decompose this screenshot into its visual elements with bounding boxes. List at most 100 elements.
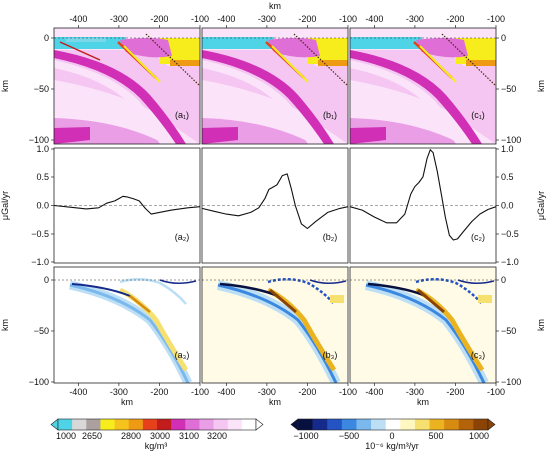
y-tick-label: 0.0 [501,201,514,211]
colorbar-label: −1000 [293,431,318,441]
bottom-tick-label: -400 [69,387,87,397]
colorbar-swatch [157,419,172,430]
top-axis-label: km [269,1,281,11]
colorbar-swatch [458,419,474,430]
surface-lines [54,37,496,281]
bottom-tick-label: -300 [406,387,424,397]
colorbar-swatch [213,419,229,430]
panel-frame-c3 [349,266,497,384]
colorbar-swatch [298,419,313,430]
top-tick-label: -200 [150,14,168,24]
y-axis-label: km [0,319,10,331]
colorbar-swatch [371,419,386,430]
top-tick-label: -300 [406,14,424,24]
top-tick-label: -200 [446,14,464,24]
colorbar-swatch [58,419,73,430]
y-tick-label: −100 [501,135,521,145]
bottom-tick-label: -300 [110,387,128,397]
colorbar-label: 500 [428,431,443,441]
colorbar-swatch [241,419,257,430]
colorbar-swatch [356,419,372,430]
bottom-tick-label: -200 [446,387,464,397]
y-tick-label: 0.5 [36,172,49,182]
gravity-lines [53,149,497,241]
y-axis-label: μGal/yr [0,191,10,220]
colorbar-arrow-low [50,418,59,431]
density-section-a1 [54,28,200,144]
panel-labels: (a₁) (b₁) (c₁) (a₂) (b₂) (c₂) (a₃) (b₃) (c₃) [175,110,485,360]
top-tick-label: -200 [298,14,316,24]
panel-label: (a₁) [175,110,189,120]
rate-colorbar: −1000 −500 0 500 1000 [290,418,496,441]
panel-label: (b₂) [323,232,338,242]
density-section-b1 [202,28,348,144]
gravity-series-line [201,173,349,230]
bottom-tick-label: -200 [298,387,316,397]
density-colorbar-unit: kg/m³ [145,441,168,451]
colorbar-swatch [86,419,101,430]
gravity-row [53,147,497,264]
colorbar-label: 3200 [207,431,227,441]
bottom-axis-label-a: km [121,397,133,407]
y-axis-label: km [536,319,546,331]
panel-frame-b1 [201,27,349,145]
y-tick-label: −50 [501,326,516,336]
y-tick-label: −1.0 [501,257,519,267]
colorbar-label: 3000 [150,431,170,441]
y-tick-label: 0 [501,33,506,43]
colorbar-swatch [341,419,357,430]
colorbar-label: 2800 [121,431,141,441]
y-tick-label: 0.0 [36,201,49,211]
y-axis-label: km [0,80,10,92]
rate-section-b3 [202,267,348,383]
y-axes: 0 −50 −100 km 0 −50 −100 km 1.0 0.5 0.0 −0.5 −1.0 μGa… [0,33,546,387]
y-axis-label: μGal/yr [536,191,546,220]
y-tick-label: 1.0 [501,144,514,154]
y-tick-label: −0.5 [31,229,49,239]
y-tick-label: 0 [44,33,49,43]
y-tick-label: −50 [34,326,49,336]
colorbar-swatch [400,419,416,430]
colorbar-swatch [473,419,489,430]
y-tick-label: 0 [44,275,49,285]
colorbar-swatch [114,419,130,430]
panel-label: (c₃) [471,350,485,360]
gravity-series-line [53,195,201,215]
colorbar-label: 2650 [82,431,102,441]
y-tick-label: −1.0 [31,257,49,267]
bottom-tick-label: -200 [150,387,168,397]
bottom-tick-label: -400 [365,387,383,397]
density-section-c1 [350,28,496,144]
colorbar-label: 3100 [179,431,199,441]
y-tick-label: −0.5 [501,229,519,239]
top-tick-label: -400 [69,14,87,24]
y-axis-label: km [536,80,546,92]
top-tick-label: -100 [487,14,505,24]
top-tick-label: -100 [339,14,357,24]
panel-label: (a₂) [175,232,190,242]
colorbar-swatch [199,419,214,430]
panel-label: (a₃) [175,350,190,360]
colorbar-swatch [312,419,328,430]
bottom-tick-label: -100 [487,387,505,397]
bottom-tick-label: -100 [339,387,357,397]
gravity-series-line [349,149,497,241]
colorbar-swatch [227,419,243,430]
colorbar-swatch [429,419,445,430]
y-tick-label: 0 [501,275,506,285]
panel-label: (c₁) [471,110,485,120]
panel-frame-a3 [53,266,201,384]
panel-frame-c1 [349,27,497,145]
colorbar-arrow-low [290,418,299,431]
colorbar-arrow-high [487,418,496,431]
colorbar-swatch [327,419,343,430]
bottom-axis-label-b: km [269,397,281,407]
top-x-ticks: -400 -300 -200 -100 -400 -300 -200 -100 -400 -300… [69,14,505,28]
panel-label: (b₃) [323,350,338,360]
rate-section-a3 [54,267,200,383]
colorbar-label: 1000 [469,431,489,441]
y-tick-label: −100 [29,377,49,387]
panel-frame-a1 [53,27,201,145]
